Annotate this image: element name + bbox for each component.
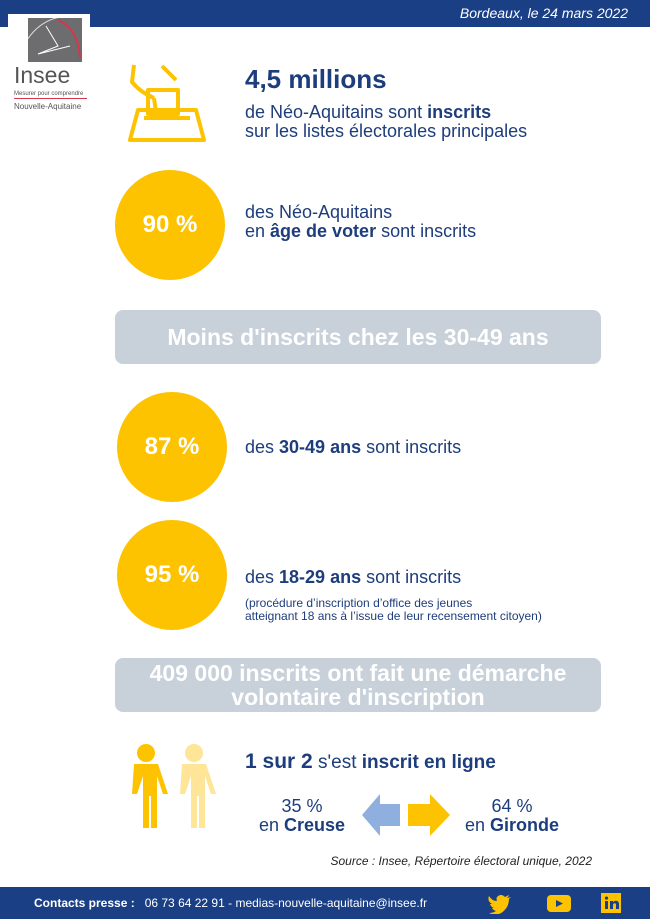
logo-tagline: Mesurer pour comprendre <box>14 90 88 99</box>
linkedin-icon[interactable] <box>601 893 621 913</box>
youtube-icon[interactable] <box>547 895 571 912</box>
stat-circle-90: 90 % <box>115 170 225 280</box>
online-stat: 1 sur 2 s'est inscrit en ligne <box>245 750 496 773</box>
logo-name: Insee <box>14 62 71 88</box>
stat-18-29-text: des 18-29 ans sont inscrits <box>245 567 462 587</box>
contact-info[interactable]: 06 73 64 22 91 - medias-nouvelle-aquitai… <box>144 896 428 910</box>
stat-circle-87: 87 % <box>117 392 227 502</box>
stat-registered-text: de Néo-Aquitains sont inscrits sur les li… <box>245 102 528 141</box>
logo-mark-icon <box>28 18 82 62</box>
gironde-stat: 64 % en Gironde <box>464 796 560 835</box>
contacts-label: Contacts presse : <box>34 896 135 910</box>
footer-contacts: Contacts presse : 06 73 64 22 91 - media… <box>34 896 427 910</box>
insee-logo: Insee Mesurer pour comprendre Nouvelle-A… <box>8 14 90 122</box>
creuse-stat: 35 % en Creuse <box>258 796 346 835</box>
banner-30-49: Moins d'inscrits chez les 30-49 ans <box>115 310 601 364</box>
source-note: Source : Insee, Répertoire électoral uni… <box>330 854 593 868</box>
header-bar <box>0 0 650 27</box>
stat-circle-95: 95 % <box>117 520 227 630</box>
ballot-box-icon <box>128 64 206 142</box>
banner-voluntary: 409 000 inscrits ont fait une démarche vo… <box>115 658 601 712</box>
footer-bar: Contacts presse : 06 73 64 22 91 - media… <box>0 887 650 919</box>
twitter-icon[interactable] <box>488 894 512 914</box>
stat-18-29-note: (procédure d’inscription d’office des je… <box>245 596 542 623</box>
left-right-arrows-icon <box>362 794 450 836</box>
stat-age-text: des Néo-Aquitains en âge de voter sont in… <box>245 202 477 241</box>
stat-30-49-text: des 30-49 ans sont inscrits <box>245 437 462 457</box>
date: Bordeaux, le 24 mars 2022 <box>459 5 628 21</box>
stat-registered-value: 4,5 millions <box>245 64 387 94</box>
people-icon <box>132 744 216 828</box>
logo-region: Nouvelle-Aquitaine <box>14 102 82 111</box>
